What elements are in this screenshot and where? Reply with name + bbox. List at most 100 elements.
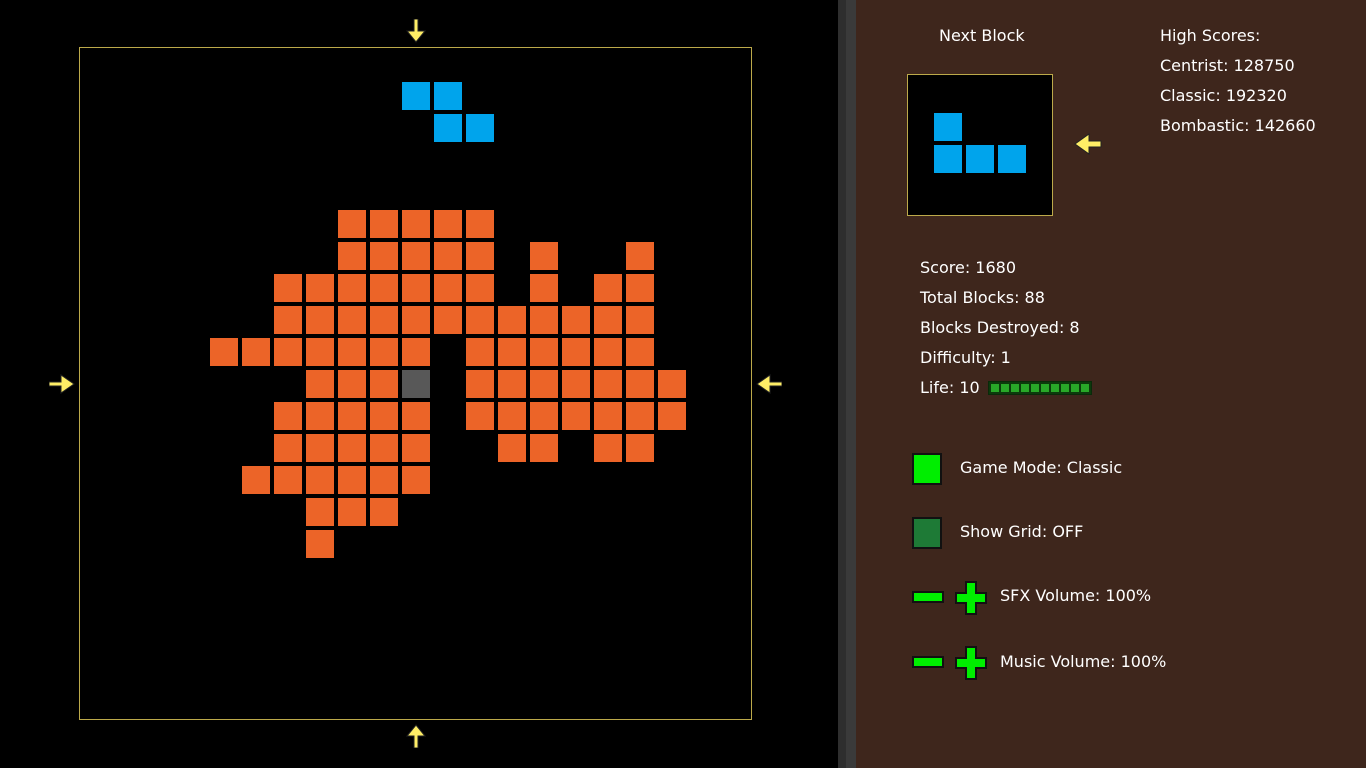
orange-block [498, 434, 526, 462]
total-blocks-text: Total Blocks: 88 [920, 288, 1045, 307]
orange-block [530, 434, 558, 462]
orange-block [498, 370, 526, 398]
orange-block [498, 338, 526, 366]
next-block-label: Next Block [939, 26, 1025, 45]
orange-block [402, 338, 430, 366]
orange-block [626, 434, 654, 462]
life-segment [1061, 384, 1069, 392]
next-block-preview [907, 74, 1053, 216]
arrow-up-icon [405, 724, 427, 748]
orange-block [466, 402, 494, 430]
orange-block [466, 242, 494, 270]
game-board[interactable] [79, 47, 752, 720]
music-volume-down-button[interactable] [912, 656, 944, 668]
game-mode-toggle[interactable] [912, 453, 942, 485]
orange-block [626, 370, 654, 398]
orange-block [402, 274, 430, 302]
life-segment [991, 384, 999, 392]
orange-block [370, 498, 398, 526]
gray-block [402, 370, 430, 398]
high-score-bombastic: Bombastic: 142660 [1160, 116, 1316, 135]
life-segment [1001, 384, 1009, 392]
life-text: Life: 10 [920, 378, 980, 397]
orange-block [562, 306, 590, 334]
show-grid-label: Show Grid: OFF [960, 522, 1084, 541]
orange-block [594, 402, 622, 430]
orange-block [498, 402, 526, 430]
game-mode-label: Game Mode: Classic [960, 458, 1123, 477]
music-volume-up-button[interactable] [954, 645, 988, 681]
orange-block [658, 370, 686, 398]
orange-block [498, 306, 526, 334]
orange-block [594, 370, 622, 398]
orange-block [434, 306, 462, 334]
sfx-volume-label: SFX Volume: 100% [1000, 586, 1152, 605]
next-block-cell [934, 145, 962, 173]
sfx-volume-up-button[interactable] [954, 580, 988, 616]
orange-block [594, 338, 622, 366]
orange-block [626, 306, 654, 334]
orange-block [274, 434, 302, 462]
orange-block [402, 434, 430, 462]
orange-block [370, 466, 398, 494]
game-area[interactable] [0, 0, 838, 768]
falling-block [434, 82, 462, 110]
orange-block [434, 274, 462, 302]
orange-block [530, 402, 558, 430]
orange-block [402, 210, 430, 238]
orange-block [594, 274, 622, 302]
orange-block [210, 338, 238, 366]
orange-block [274, 274, 302, 302]
orange-block [466, 306, 494, 334]
panel-divider-inner [846, 0, 856, 768]
arrow-left-icon [1074, 133, 1102, 155]
orange-block [274, 338, 302, 366]
life-segment [1071, 384, 1079, 392]
orange-block [370, 434, 398, 462]
orange-block [402, 242, 430, 270]
falling-block [402, 82, 430, 110]
arrow-left-icon [756, 374, 782, 394]
life-segment [1021, 384, 1029, 392]
arrow-right-icon [49, 374, 75, 394]
high-scores-heading: High Scores: [1160, 26, 1261, 45]
orange-block [306, 530, 334, 558]
orange-block [466, 210, 494, 238]
life-segment [1031, 384, 1039, 392]
orange-block [306, 306, 334, 334]
next-block-cell [966, 145, 994, 173]
orange-block [338, 402, 366, 430]
arrow-down-icon [405, 19, 427, 43]
orange-block [338, 498, 366, 526]
orange-block [242, 338, 270, 366]
high-score-centrist: Centrist: 128750 [1160, 56, 1295, 75]
life-segment [1011, 384, 1019, 392]
orange-block [626, 242, 654, 270]
sfx-volume-down-button[interactable] [912, 591, 944, 603]
orange-block [370, 370, 398, 398]
orange-block [274, 466, 302, 494]
score-text: Score: 1680 [920, 258, 1017, 277]
orange-block [274, 402, 302, 430]
orange-block [530, 306, 558, 334]
orange-block [402, 306, 430, 334]
orange-block [306, 434, 334, 462]
music-volume-label: Music Volume: 100% [1000, 652, 1167, 671]
orange-block [530, 242, 558, 270]
orange-block [370, 210, 398, 238]
orange-block [370, 306, 398, 334]
orange-block [338, 338, 366, 366]
orange-block [434, 242, 462, 270]
orange-block [306, 498, 334, 526]
orange-block [658, 402, 686, 430]
high-score-classic: Classic: 192320 [1160, 86, 1287, 105]
blocks-destroyed-text: Blocks Destroyed: 8 [920, 318, 1080, 337]
orange-block [370, 402, 398, 430]
orange-block [338, 306, 366, 334]
show-grid-toggle[interactable] [912, 517, 942, 549]
orange-block [434, 210, 462, 238]
orange-block [466, 370, 494, 398]
orange-block [306, 466, 334, 494]
life-segment [1051, 384, 1059, 392]
orange-block [338, 466, 366, 494]
